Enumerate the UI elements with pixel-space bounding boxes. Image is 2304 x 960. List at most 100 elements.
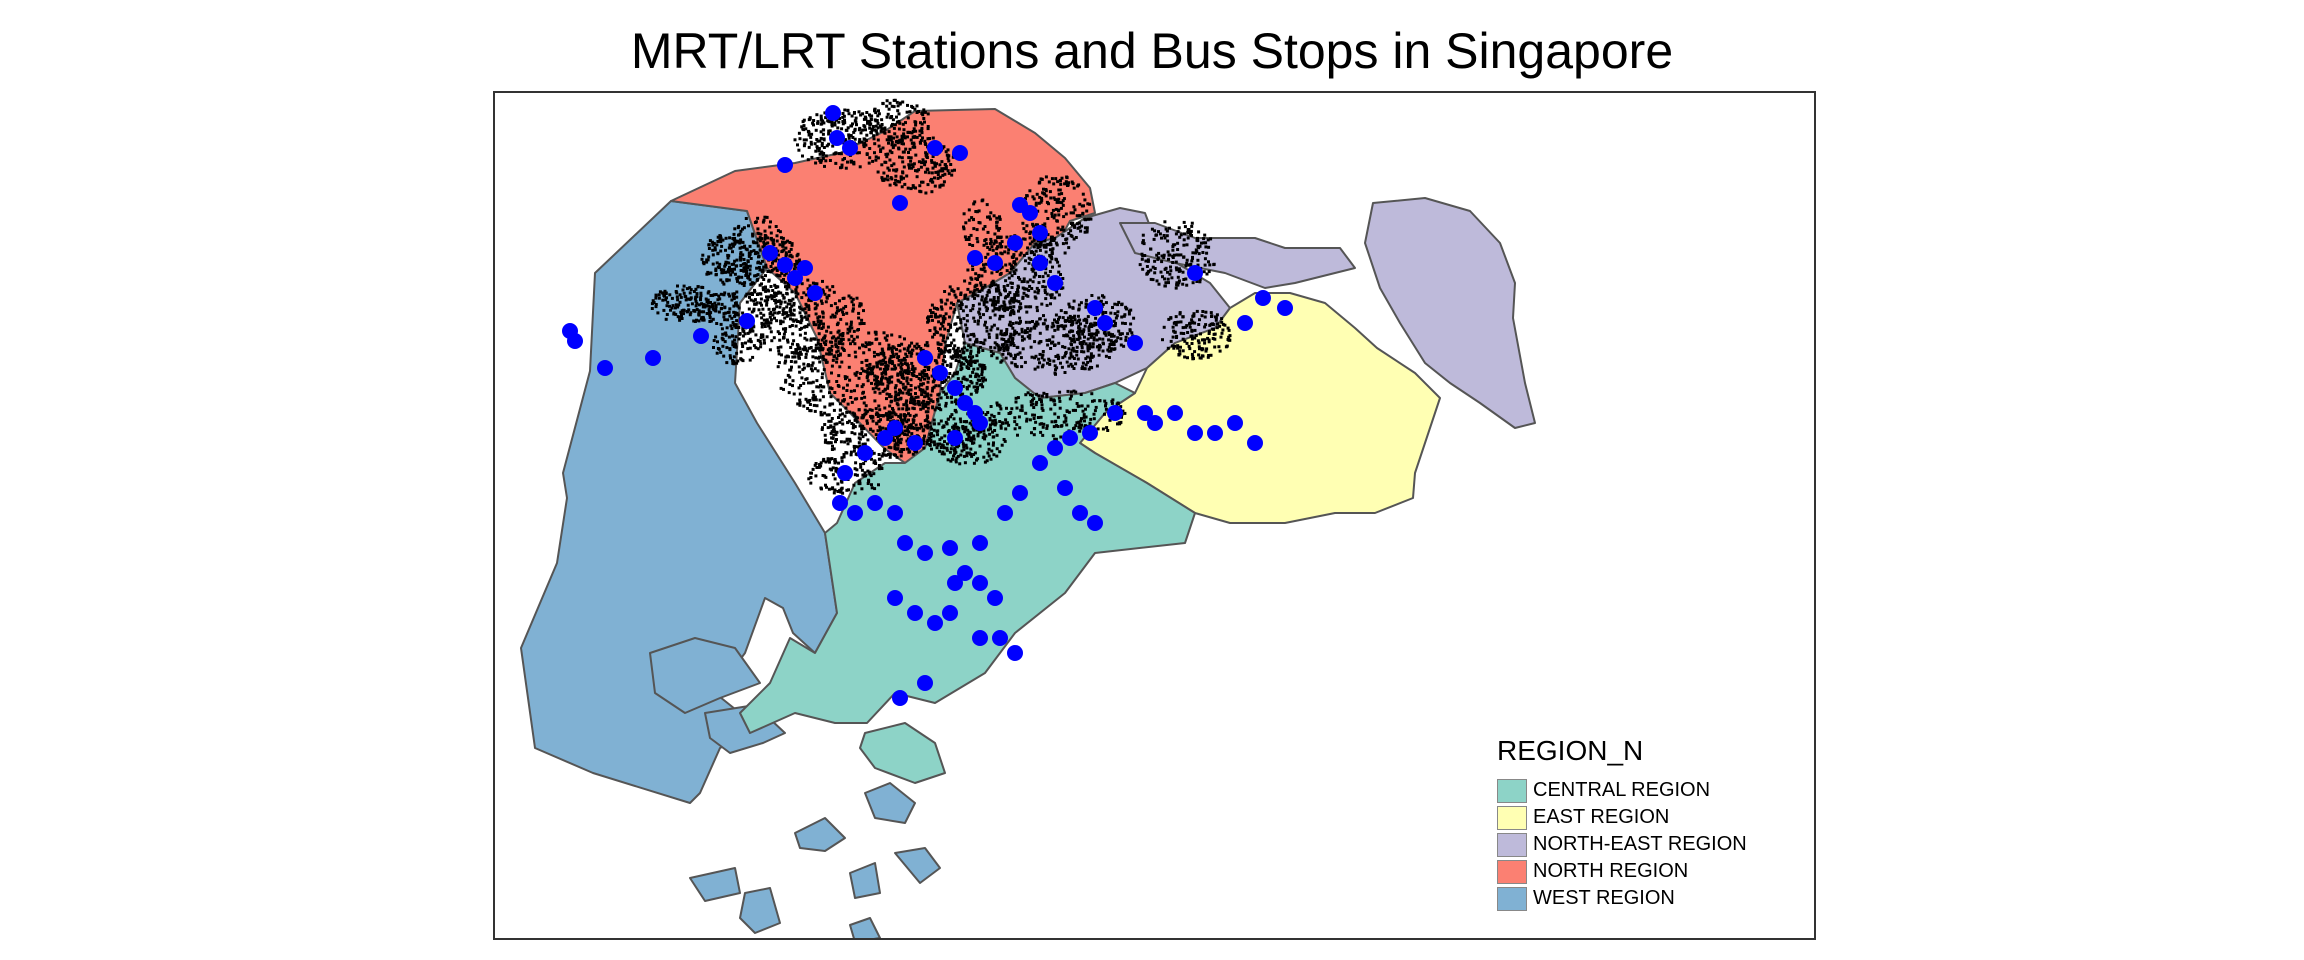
- bus-stop-point: [817, 385, 821, 389]
- bus-stop-point: [980, 298, 984, 302]
- bus-stop-point: [873, 118, 877, 122]
- bus-stop-point: [872, 350, 876, 354]
- bus-stop-point: [1062, 228, 1066, 232]
- bus-stop-point: [849, 323, 853, 326]
- bus-stop-point: [952, 427, 956, 431]
- bus-stop-point: [804, 302, 808, 306]
- bus-stop-point: [862, 137, 866, 141]
- bus-stop-point: [697, 319, 701, 323]
- bus-stop-point: [984, 262, 988, 266]
- bus-stop-point: [810, 363, 814, 367]
- bus-stop-point: [1075, 350, 1079, 353]
- bus-stop-point: [892, 162, 896, 166]
- bus-stop-point: [716, 265, 720, 269]
- bus-stop-point: [926, 420, 930, 424]
- bus-stop-point: [823, 292, 827, 296]
- bus-stop-point: [852, 337, 856, 341]
- bus-stop-point: [774, 266, 778, 270]
- bus-stop-point: [900, 156, 904, 160]
- bus-stop-point: [873, 330, 877, 334]
- bus-stop-point: [948, 344, 952, 347]
- bus-stop-point: [935, 162, 938, 166]
- bus-stop-point: [1058, 315, 1062, 319]
- bus-stop-point: [836, 330, 840, 334]
- bus-stop-point: [867, 341, 871, 345]
- bus-stop-point: [950, 341, 954, 345]
- bus-stop-point: [737, 337, 741, 341]
- bus-stop-point: [1171, 261, 1175, 264]
- bus-stop-point: [818, 360, 822, 364]
- bus-stop-point: [987, 335, 991, 339]
- bus-stop-point: [1164, 227, 1168, 231]
- bus-stop-point: [995, 333, 999, 337]
- bus-stop-point: [1014, 268, 1018, 272]
- bus-stop-point: [993, 429, 997, 432]
- bus-stop-point: [989, 240, 993, 244]
- bus-stop-point: [1082, 318, 1086, 322]
- bus-stop-point: [1006, 283, 1010, 287]
- bus-stop-point: [890, 151, 894, 155]
- bus-stop-point: [1113, 302, 1117, 306]
- bus-stop-point: [812, 393, 816, 397]
- bus-stop-point: [934, 384, 938, 388]
- bus-stop-point: [824, 300, 828, 304]
- bus-stop-point: [705, 258, 709, 262]
- bus-stop-point: [712, 241, 716, 245]
- bus-stop-point: [838, 402, 842, 406]
- bus-stop-point: [1033, 326, 1037, 330]
- bus-stop-point: [692, 290, 696, 293]
- bus-stop-point: [862, 322, 866, 325]
- bus-stop-point: [876, 156, 880, 160]
- bus-stop-point: [1089, 352, 1093, 356]
- bus-stop-point: [917, 110, 921, 113]
- bus-stop-point: [714, 304, 718, 308]
- bus-stop-point: [977, 430, 981, 434]
- bus-stop-point: [830, 371, 833, 375]
- bus-stop-point: [1198, 278, 1202, 282]
- bus-stop-point: [820, 428, 824, 431]
- bus-stop-point: [814, 474, 818, 478]
- bus-stop-point: [715, 261, 719, 265]
- bus-stop-point: [915, 135, 919, 139]
- bus-stop-point: [773, 291, 776, 295]
- bus-stop-point: [774, 301, 778, 305]
- bus-stop-point: [731, 292, 735, 296]
- bus-stop-point: [972, 453, 976, 456]
- bus-stop-point: [1052, 196, 1056, 200]
- bus-stop-point: [982, 429, 986, 433]
- bus-stop-point: [944, 312, 948, 316]
- bus-stop-point: [928, 437, 932, 440]
- bus-stop-point: [745, 273, 748, 276]
- bus-stop-point: [986, 230, 990, 234]
- bus-stop-point: [919, 372, 923, 376]
- bus-stop-point: [679, 310, 683, 314]
- bus-stop-point: [854, 445, 858, 449]
- bus-stop-point: [1019, 356, 1023, 360]
- bus-stop-point: [1151, 265, 1155, 269]
- bus-stop-point: [927, 376, 930, 380]
- bus-stop-point: [905, 379, 909, 383]
- bus-stop-point: [831, 402, 835, 406]
- bus-stop-point: [924, 410, 928, 414]
- bus-stop-point: [827, 294, 831, 298]
- bus-stop-point: [1174, 315, 1178, 319]
- bus-stop-point: [1055, 290, 1059, 294]
- bus-stop-point: [1185, 243, 1189, 247]
- bus-stop-point: [1015, 291, 1019, 294]
- bus-stop-point: [911, 184, 915, 188]
- bus-stop-point: [960, 347, 964, 351]
- bus-stop-point: [1045, 338, 1049, 342]
- bus-stop-point: [885, 99, 889, 103]
- bus-stop-point: [688, 291, 692, 295]
- bus-stop-point: [1183, 225, 1187, 229]
- bus-stop-point: [826, 348, 830, 352]
- bus-stop-point: [1209, 311, 1213, 315]
- bus-stop-point: [1104, 401, 1108, 405]
- bus-stop-point: [799, 384, 803, 387]
- bus-stop-point: [967, 362, 970, 366]
- bus-stop-point: [1059, 324, 1063, 328]
- bus-stop-point: [1024, 329, 1027, 333]
- bus-stop-point: [870, 486, 874, 490]
- bus-stop-point: [1090, 345, 1094, 349]
- bus-stop-point: [1084, 363, 1088, 367]
